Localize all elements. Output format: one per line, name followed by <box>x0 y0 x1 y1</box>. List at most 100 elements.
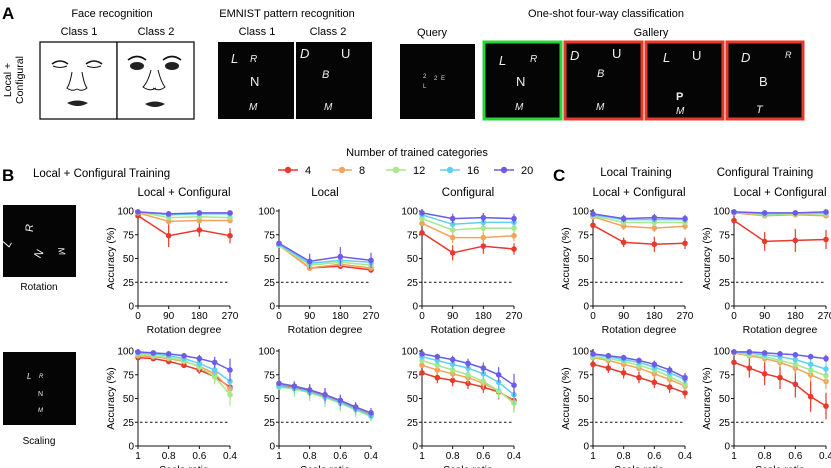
gallery-label: Gallery <box>634 27 669 39</box>
data-point <box>761 238 768 245</box>
data-point <box>434 362 441 369</box>
data-point <box>449 215 456 222</box>
x-axis-label: Rotation degree <box>147 324 222 336</box>
data-point <box>276 240 282 247</box>
y-tick-label: 100 <box>401 207 418 218</box>
y-tick-label: 50 <box>578 254 590 265</box>
x-tick-label: 0.4 <box>819 451 831 462</box>
y-tick-label: 75 <box>719 370 731 381</box>
y-tick-label: 0 <box>583 442 589 453</box>
panel-label-b: B <box>2 166 14 185</box>
svg-text:N: N <box>250 74 259 89</box>
series-20 <box>731 349 829 363</box>
svg-text:M: M <box>676 106 685 117</box>
series-line <box>137 212 230 223</box>
svg-text:N: N <box>516 74 525 89</box>
data-point <box>511 215 517 222</box>
data-point <box>823 209 829 215</box>
data-point <box>620 239 627 246</box>
x-tick-label: 0.8 <box>303 451 317 462</box>
y-tick-label: 50 <box>264 394 276 405</box>
y-tick-label: 50 <box>407 394 419 405</box>
legend-label-12: 12 <box>413 165 425 177</box>
legend-title: Number of trained categories <box>346 147 488 159</box>
x-tick-label: 0.4 <box>223 451 237 462</box>
x-tick-label: 90 <box>447 311 459 322</box>
data-point <box>731 217 737 224</box>
x-tick-label: 90 <box>163 311 175 322</box>
legend-marker-20 <box>500 166 508 174</box>
y-tick-label: 50 <box>123 394 135 405</box>
series-20 <box>135 209 233 217</box>
face-class-2-label: Class 2 <box>138 26 175 38</box>
x-tick-label: 0.4 <box>507 451 521 462</box>
data-point <box>449 227 456 233</box>
data-point <box>480 225 487 231</box>
data-point <box>495 388 502 394</box>
data-point <box>196 210 203 216</box>
svg-text:B: B <box>322 69 329 81</box>
x-tick-label: 0.8 <box>162 451 176 462</box>
data-point <box>434 353 441 360</box>
emnist-class-1-image: L R N M <box>218 42 294 119</box>
data-point <box>792 237 799 244</box>
y-tick-label: 75 <box>123 370 135 381</box>
chart-C-scale-config: 0 25 50 75 100 1 0.8 0.6 0.4 Scale ratio Accuracy … <box>701 347 831 468</box>
x-tick-label: 1 <box>135 451 141 462</box>
x-axis-label: Rotation degree <box>431 324 506 336</box>
emnist-class-2-label: Class 2 <box>310 26 347 38</box>
x-tick-label: 270 <box>506 311 523 322</box>
data-point <box>620 370 627 376</box>
gallery-item-4: D R B T <box>725 40 805 121</box>
data-point <box>306 387 313 393</box>
x-tick-label: 270 <box>677 311 694 322</box>
data-point <box>761 350 768 356</box>
chart-B-scale-lc: 0 25 50 75 100 1 0.8 0.6 0.4 Scale ratio Accuracy … <box>105 347 237 468</box>
svg-text:M: M <box>38 408 43 414</box>
side-label-line2: Configural <box>14 56 26 104</box>
gallery-item-3: L U P M <box>644 40 725 121</box>
panel-c-configural-title: Configural Training <box>717 167 814 179</box>
series-8 <box>419 220 517 244</box>
data-point <box>322 391 328 398</box>
data-point <box>449 361 456 368</box>
svg-text:R: R <box>250 54 257 65</box>
x-tick-label: 1 <box>276 451 282 462</box>
y-tick-label: 0 <box>724 302 730 313</box>
svg-text:L: L <box>663 50 670 65</box>
data-point <box>807 361 814 368</box>
data-point <box>368 257 374 264</box>
x-axis-label: Rotation degree <box>743 324 818 336</box>
svg-text:T: T <box>756 104 764 116</box>
data-point <box>227 378 233 385</box>
data-point <box>196 360 203 367</box>
data-point <box>807 367 814 373</box>
y-tick-label: 50 <box>578 394 590 405</box>
data-point <box>792 352 799 358</box>
chart-title: Local <box>311 187 339 199</box>
series-4 <box>135 212 233 248</box>
x-tick-label: 180 <box>191 311 208 322</box>
x-tick-label: 0.8 <box>758 451 772 462</box>
svg-text:M: M <box>249 102 258 113</box>
data-point <box>761 371 768 377</box>
data-point <box>651 361 658 368</box>
series-line <box>592 224 686 246</box>
y-tick-label: 100 <box>713 207 730 218</box>
series-line <box>278 242 372 263</box>
data-point <box>605 352 612 359</box>
data-point <box>419 362 425 369</box>
svg-text:M: M <box>324 102 333 113</box>
x-tick-label: 90 <box>759 311 771 322</box>
y-tick-label: 75 <box>407 230 419 241</box>
y-tick-label: 25 <box>578 278 590 289</box>
x-tick-label: 1 <box>419 451 425 462</box>
y-tick-label: 50 <box>719 254 731 265</box>
data-point <box>620 215 627 222</box>
emnist-class-2-image: D U B M <box>296 42 372 119</box>
data-point <box>636 357 642 364</box>
data-point <box>211 373 218 380</box>
data-point <box>449 377 456 384</box>
